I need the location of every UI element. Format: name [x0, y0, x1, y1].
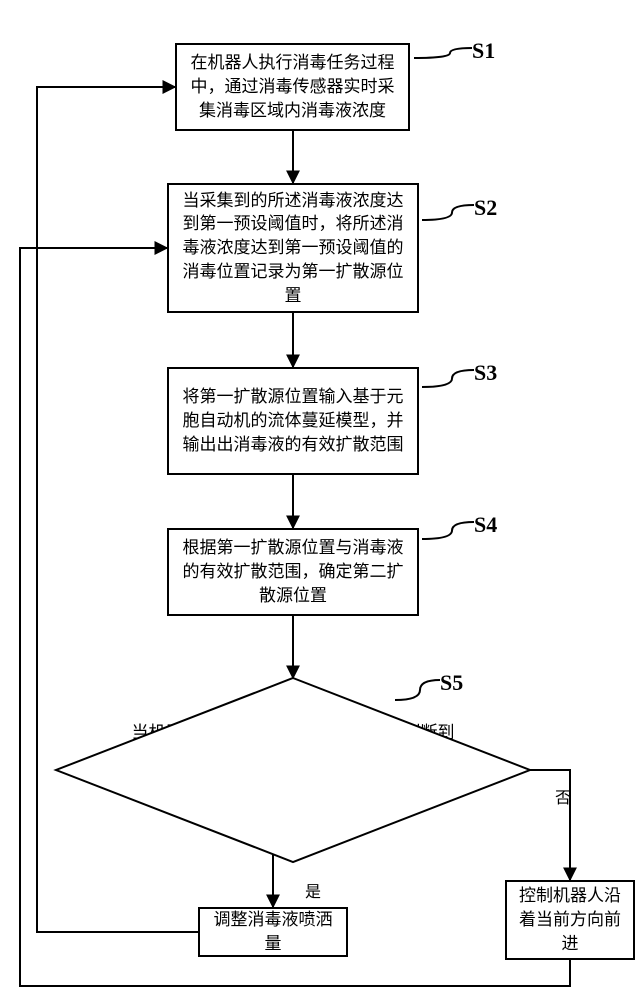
- process-s2: 当采集到的所述消毒液浓度达到第一预设阈值时，将所述消毒液浓度达到第一预设阈值的消…: [167, 183, 419, 313]
- process-yes-text: 调整消毒液喷洒量: [208, 908, 338, 956]
- process-yes-adjust: 调整消毒液喷洒量: [198, 907, 348, 957]
- process-s4-text: 根据第一扩散源位置与消毒液的有效扩散范围，确定第二扩散源位置: [177, 536, 409, 607]
- process-s3: 将第一扩散源位置输入基于元胞自动机的流体蔓延模型，并输出出消毒液的有效扩散范围: [167, 367, 419, 475]
- decision-s5-text: 当机器人移动至第二扩散源位置时，判断到采集的所述消毒液浓度是否小于第二预设阈值: [127, 720, 459, 797]
- process-s3-text: 将第一扩散源位置输入基于元胞自动机的流体蔓延模型，并输出出消毒液的有效扩散范围: [177, 385, 409, 456]
- process-s2-text: 当采集到的所述消毒液浓度达到第一预设阈值时，将所述消毒液浓度达到第一预设阈值的消…: [177, 189, 409, 308]
- process-no-text: 控制机器人沿着当前方向前进: [515, 884, 625, 955]
- step-label-s5: S5: [440, 670, 463, 696]
- process-no-forward: 控制机器人沿着当前方向前进: [505, 880, 635, 960]
- branch-label-yes: 是: [305, 878, 321, 902]
- connector-layer: [0, 0, 641, 1000]
- step-label-s3: S3: [474, 360, 497, 386]
- process-s4: 根据第一扩散源位置与消毒液的有效扩散范围，确定第二扩散源位置: [167, 528, 419, 616]
- process-s1: 在机器人执行消毒任务过程中，通过消毒传感器实时采集消毒区域内消毒液浓度: [175, 43, 410, 131]
- process-s1-text: 在机器人执行消毒任务过程中，通过消毒传感器实时采集消毒区域内消毒液浓度: [185, 51, 400, 122]
- step-label-s1: S1: [472, 38, 495, 64]
- step-label-s2: S2: [474, 195, 497, 221]
- step-label-s4: S4: [474, 512, 497, 538]
- branch-label-no: 否: [555, 784, 571, 808]
